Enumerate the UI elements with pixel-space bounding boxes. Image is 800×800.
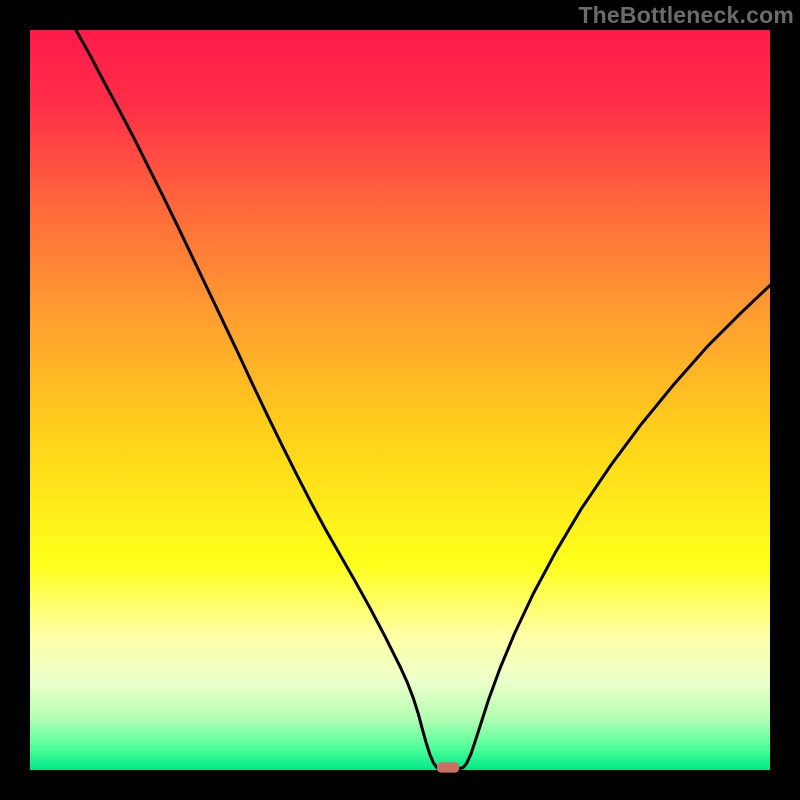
chart-svg [0,0,800,800]
minimum-marker [437,762,459,772]
plot-background [30,30,770,770]
bottleneck-chart: TheBottleneck.com [0,0,800,800]
watermark-text: TheBottleneck.com [578,2,794,29]
